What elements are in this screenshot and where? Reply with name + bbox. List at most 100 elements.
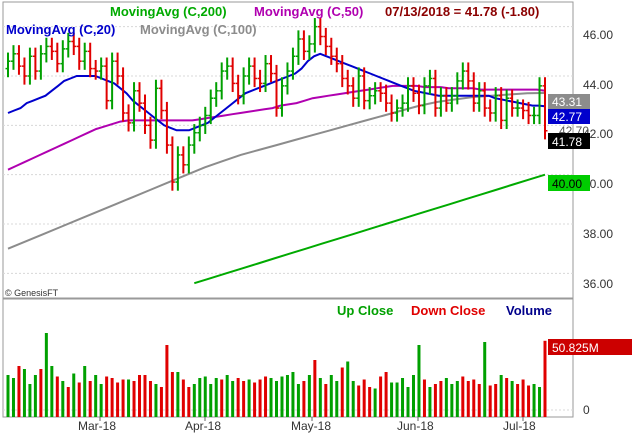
price-bar [323,27,329,56]
volume-bar [499,375,503,417]
price-bar [32,47,38,80]
price-bar [131,82,137,132]
price-bar [263,55,269,93]
price-bar [246,57,252,85]
price-bar [405,77,411,112]
price-bar [241,67,247,105]
tag-volume-label: 50.825M [552,341,599,355]
price-bar [526,101,532,125]
legend-ma20: MovingAvg (C,20) [6,22,115,37]
volume-bar [318,378,322,417]
volume-bar [516,384,520,417]
volume-bar [422,379,426,417]
ma200-line [194,173,546,285]
price-bar [5,52,11,78]
price-bar [10,45,16,70]
volume-bar [521,379,525,417]
volume-bar [444,378,448,417]
price-bar [449,87,455,112]
volume-bar [483,342,487,417]
volume-bar [253,382,257,417]
price-bar [498,87,504,130]
volume-bar [357,385,361,417]
price-bar [537,77,543,125]
volume-bar [477,384,481,417]
x-tick-label: Jul-18 [503,419,536,433]
volume-bar [94,375,98,417]
price-bar [465,62,471,90]
volume-bar [148,381,152,417]
price-bar [438,87,444,117]
volume-bar [362,379,366,417]
price-bar [104,57,110,110]
price-bar [219,62,225,100]
volume-bar [275,381,278,417]
price-bar [421,77,427,115]
volume-bar [494,384,498,417]
price-bar [345,69,351,95]
price-y-axis: 36.00 38.00 40.00 42.00 44.00 46.00 [583,28,613,291]
y-tick-label: 42.00 [583,127,613,141]
price-bar [383,84,389,112]
x-axis: Mar-18 Apr-18 May-18 Jun-18 Jul-18 [78,417,536,433]
price-bar [520,99,526,120]
x-tick-label: May-18 [291,419,331,433]
price-bar [224,57,230,80]
volume-bar [428,387,432,417]
volume-bar [351,381,355,417]
price-bar [482,82,488,117]
volume-bar [466,381,470,417]
volume-bar [50,366,54,417]
price-bar [235,74,241,105]
legend-ma100: MovingAvg (C,100) [140,22,257,37]
price-bar [328,37,334,65]
tag-close-bg [548,133,590,149]
volume-bar [198,378,202,417]
y-tick-label: 40.00 [583,177,613,191]
volume-bar [170,372,174,417]
price-bar [137,82,143,112]
price-bar [175,146,181,191]
volume-bar [313,360,317,417]
x-tick-label: Jun-18 [397,419,434,433]
legend-ma50: MovingAvg (C,50) [254,4,363,19]
tag-ma100-bg [548,94,590,109]
price-bar [60,40,66,73]
y-tick-label: 44.00 [583,78,613,92]
volume-bar [6,375,10,417]
volume-bar [132,381,136,417]
volume-bar [433,384,437,417]
price-bar [208,89,214,125]
price-bar [164,101,170,154]
tag-ma100-label: 43.31 [552,95,582,109]
price-bar [93,59,99,80]
price-bar [202,106,208,134]
price-bar [317,18,323,46]
x-tick-label: Apr-18 [185,419,221,433]
volume-bar [17,366,21,417]
volume-bar [395,382,399,417]
price-bar [394,99,400,122]
volume-bar [11,378,15,417]
price-bar [504,89,510,130]
price-bar [493,87,499,122]
price-bar [471,72,477,112]
price-bar [290,47,296,80]
volume-bar [110,378,114,417]
y-tick-label: 38.00 [583,227,613,241]
price-bar [410,77,416,102]
chart-title: 07/13/2018 = 41.78 (-1.80) [385,4,539,19]
price-bar [120,67,126,122]
volume-bar [159,387,163,417]
price-bar [279,77,285,117]
tag-volume: 50.825M [548,339,632,355]
price-bar [372,82,378,105]
volume-bar [121,379,125,417]
price-bar [339,55,345,88]
price-bar [87,42,93,78]
price-bar [378,82,384,102]
volume-bar [105,376,109,417]
volume-bar [346,361,350,417]
volume-bar [417,345,421,417]
